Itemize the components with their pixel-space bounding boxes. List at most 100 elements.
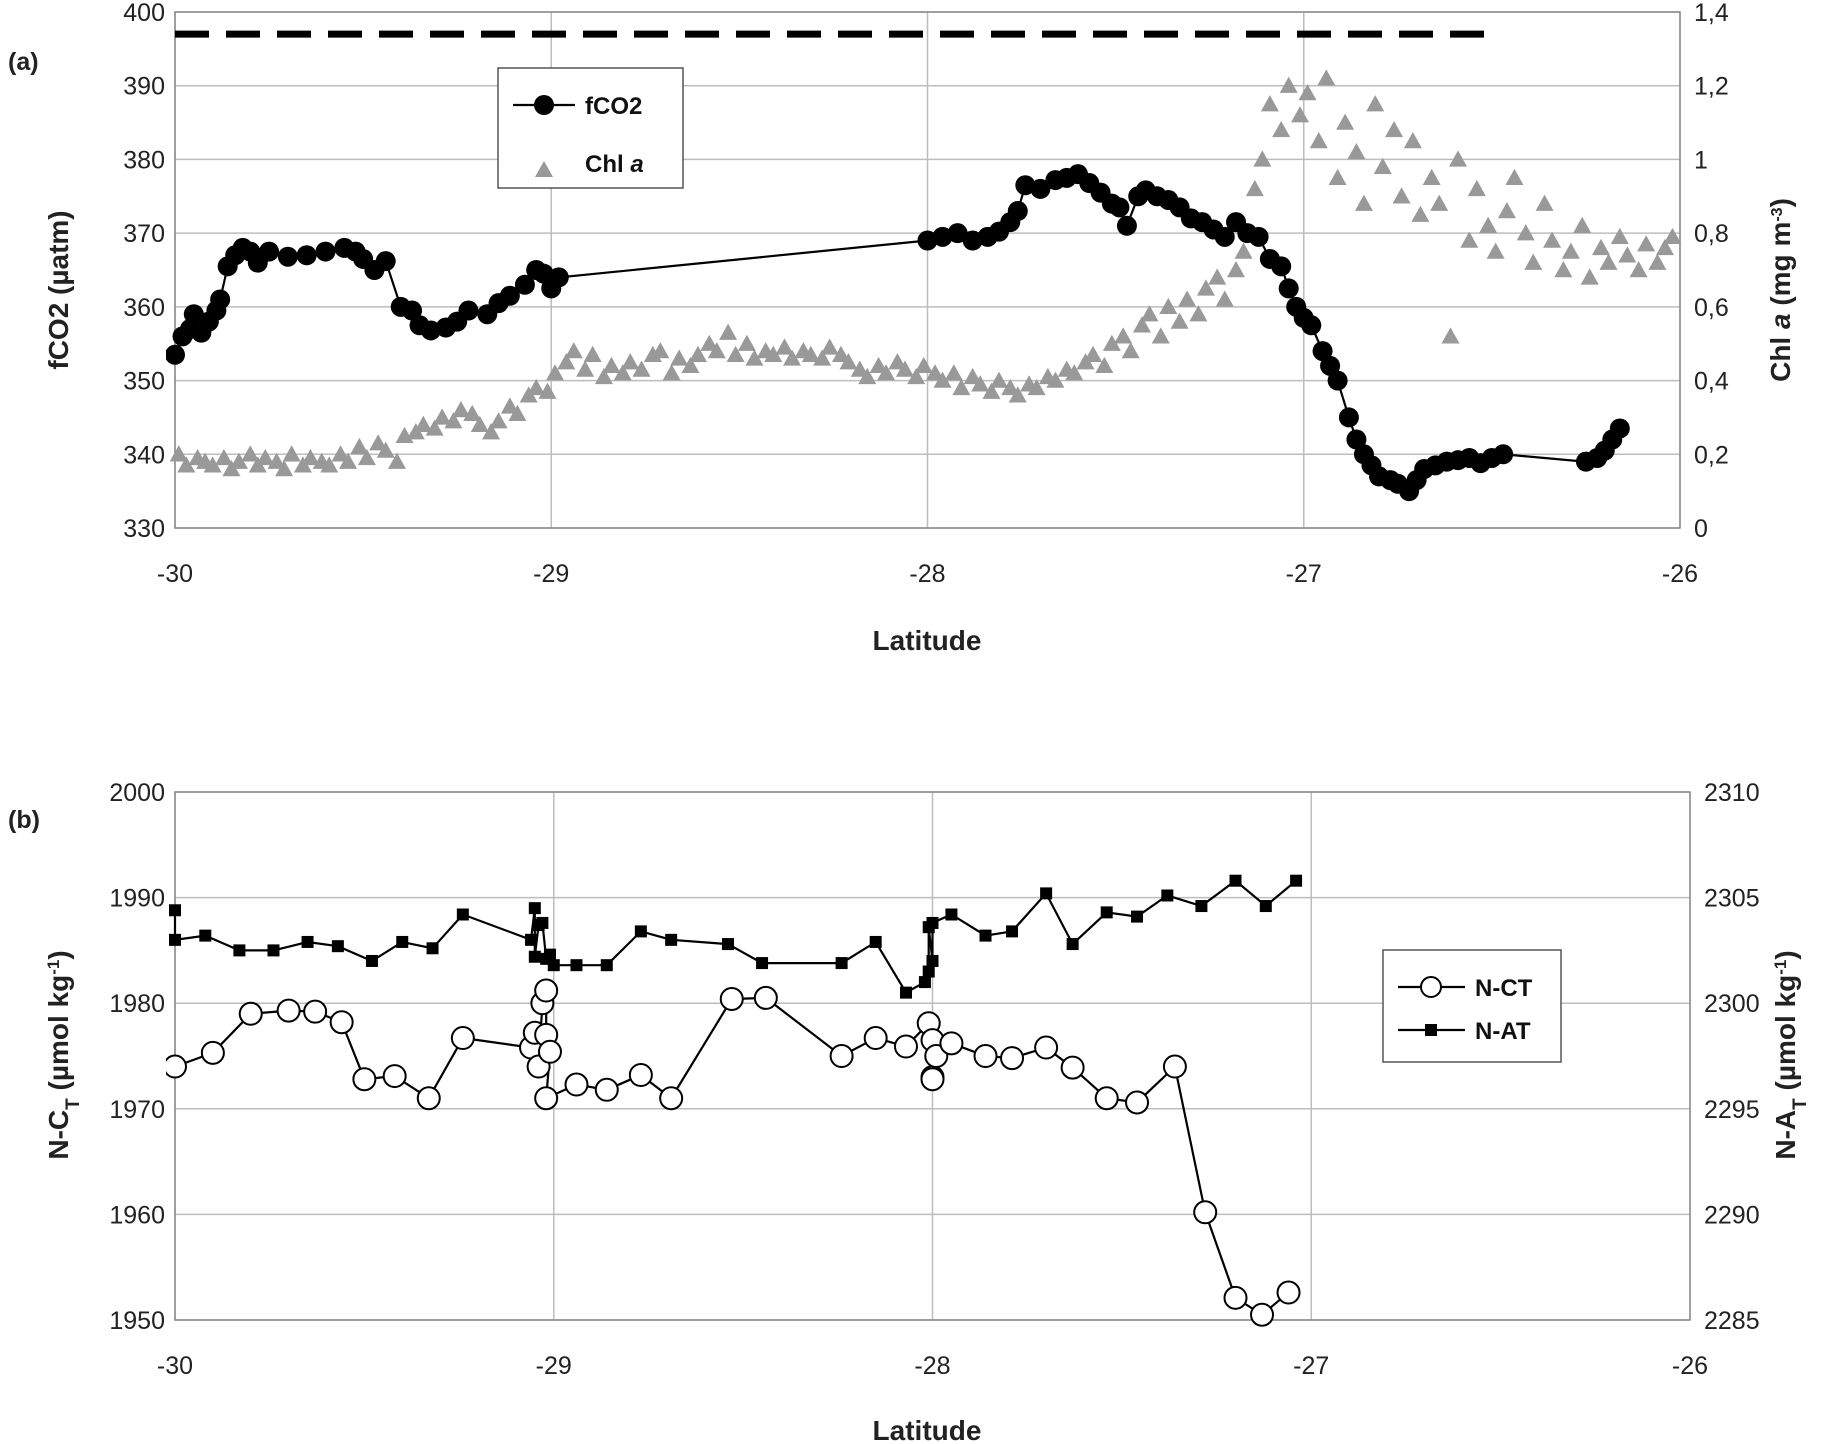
data-point xyxy=(1214,226,1235,247)
data-point xyxy=(1298,84,1317,101)
data-point xyxy=(801,345,820,362)
panel-a-label: (a) xyxy=(8,48,39,76)
data-point xyxy=(1336,113,1355,130)
data-point xyxy=(926,954,939,967)
data-point xyxy=(451,401,470,418)
data-point xyxy=(1001,378,1020,396)
data-point xyxy=(602,356,621,374)
data-point xyxy=(256,448,275,466)
x-tick-label: -30 xyxy=(157,560,193,588)
data-point xyxy=(1430,194,1449,211)
data-point xyxy=(888,353,907,370)
data-point xyxy=(1131,910,1144,923)
series-n-at xyxy=(169,874,1303,999)
data-point xyxy=(1317,69,1336,86)
data-point xyxy=(527,378,546,396)
data-point xyxy=(973,1044,998,1068)
data-point xyxy=(1290,106,1309,123)
y-tick-label: 390 xyxy=(123,73,165,101)
legend-marker-chl-a xyxy=(535,161,553,177)
data-point xyxy=(1271,256,1292,277)
data-point xyxy=(1441,327,1460,344)
y-tick-label: 1950 xyxy=(109,1307,165,1335)
data-point xyxy=(839,353,858,370)
data-point xyxy=(1479,216,1498,233)
data-point xyxy=(320,456,339,473)
data-point xyxy=(829,1044,854,1068)
data-point xyxy=(1618,246,1637,263)
data-point xyxy=(1109,197,1130,218)
data-point xyxy=(169,933,181,946)
data-point xyxy=(1030,178,1051,199)
data-point xyxy=(1015,175,1036,196)
data-point xyxy=(850,360,869,377)
data-point xyxy=(376,441,395,458)
data-point xyxy=(396,935,409,948)
data-point xyxy=(979,929,992,942)
data-point xyxy=(534,1086,559,1111)
y-tick-label: 2000 xyxy=(109,779,165,807)
data-point xyxy=(210,289,231,310)
data-point xyxy=(543,948,556,961)
data-point xyxy=(177,456,196,473)
data-point xyxy=(267,452,286,469)
series-line xyxy=(173,172,1621,493)
data-point xyxy=(1006,925,1019,938)
data-point xyxy=(869,935,882,948)
y-tick-label: 360 xyxy=(123,294,165,322)
data-point xyxy=(893,1034,918,1059)
data-point xyxy=(783,349,802,366)
data-point xyxy=(564,342,583,359)
data-point xyxy=(726,345,745,362)
data-point xyxy=(402,300,423,321)
data-point xyxy=(414,415,433,432)
data-point xyxy=(1140,305,1159,322)
data-point xyxy=(863,1026,888,1051)
data-point xyxy=(548,267,569,288)
legend-label-n-at: N-AT xyxy=(1475,1018,1531,1045)
y2-tick-label: 0,6 xyxy=(1694,294,1729,322)
data-point xyxy=(719,323,738,340)
data-point xyxy=(1084,345,1103,362)
data-point xyxy=(858,367,877,385)
data-point xyxy=(276,998,301,1023)
data-point xyxy=(500,397,519,414)
data-point xyxy=(756,957,769,970)
legend-box xyxy=(1382,949,1562,1063)
y2-tick-label: 2305 xyxy=(1704,885,1760,913)
data-point xyxy=(357,448,376,466)
data-point xyxy=(533,263,554,284)
y-tick-label: 370 xyxy=(123,220,165,248)
data-point xyxy=(1000,1046,1025,1071)
panel-a-y2-axis-title: Chl a (mg m-3) xyxy=(1765,198,1796,382)
plot-frame xyxy=(174,11,1681,529)
data-point xyxy=(688,345,707,362)
data-point xyxy=(933,371,952,388)
data-point xyxy=(989,371,1008,388)
data-point xyxy=(1162,1054,1187,1079)
data-point xyxy=(944,364,963,381)
data-point xyxy=(214,448,233,466)
y2-tick-label: 0 xyxy=(1694,515,1708,543)
data-point xyxy=(546,364,565,381)
data-point xyxy=(719,986,744,1011)
legend-marker-fco2 xyxy=(534,95,554,115)
data-point xyxy=(416,1086,441,1111)
y2-tick-label: 2290 xyxy=(1704,1201,1760,1229)
y2-tick-label: 2285 xyxy=(1704,1307,1760,1335)
panel-a-gridlines xyxy=(174,11,1681,529)
data-point xyxy=(1561,242,1580,259)
data-point xyxy=(775,338,794,355)
data-point xyxy=(721,938,734,951)
data-point xyxy=(352,1067,377,1092)
data-point xyxy=(1234,242,1253,259)
data-point xyxy=(331,940,344,953)
panel-a-y-axis-title: fCO2 (µatm) xyxy=(43,210,74,369)
data-point xyxy=(1276,1280,1301,1305)
data-point xyxy=(1301,315,1322,336)
data-point xyxy=(1554,261,1573,278)
panel-b-label: (b) xyxy=(8,806,40,834)
data-point xyxy=(450,1026,475,1051)
y2-tick-label: 1,2 xyxy=(1694,73,1729,101)
y-tick-label: 340 xyxy=(123,441,165,469)
